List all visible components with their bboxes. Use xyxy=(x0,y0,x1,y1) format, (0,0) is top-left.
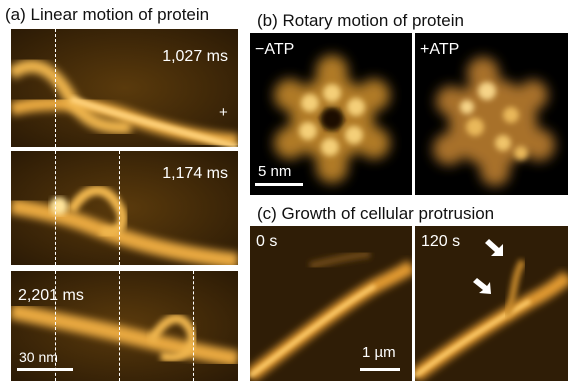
frame-2-time: 1,174 ms xyxy=(162,165,228,182)
scale-label-c: 1 µm xyxy=(362,344,396,361)
dashed-marker-line xyxy=(55,151,56,265)
frame-1-time: 1,027 ms xyxy=(162,48,228,65)
frame-2-image: 1,174 ms xyxy=(11,151,238,265)
frame-3-texture xyxy=(11,271,238,381)
scale-label-b: 5 nm xyxy=(258,163,292,180)
scale-bar-c xyxy=(360,368,400,371)
plus-atp-label: +ATP xyxy=(420,41,460,58)
plus-atp-image: +ATP xyxy=(415,33,568,195)
frame-1-texture xyxy=(11,29,238,147)
cell-0s-image: 0 s 1 µm xyxy=(250,226,412,381)
section-a-title: (a) Linear motion of protein xyxy=(5,5,210,24)
dashed-marker-line xyxy=(55,271,56,381)
cell-120s-image: 120 s xyxy=(415,226,568,381)
section-c-title: (c) Growth of cellular protrusion xyxy=(257,204,495,223)
minus-atp-label: −ATP xyxy=(255,41,295,58)
dashed-marker-line xyxy=(193,271,194,381)
arrow-icon xyxy=(473,278,491,294)
cell-120s-texture xyxy=(415,226,568,381)
frame-1-image: 1,027 ms + xyxy=(11,29,238,147)
scale-bar-b xyxy=(255,183,303,186)
scale-bar-a xyxy=(17,368,73,371)
minus-atp-texture xyxy=(274,55,390,183)
minus-atp-image: −ATP 5 nm xyxy=(250,33,412,195)
plus-atp-texture xyxy=(433,57,555,186)
cell-0s-texture xyxy=(250,226,412,381)
dashed-marker-line xyxy=(119,151,120,265)
frame-3-image: 2,201 ms 30 nm xyxy=(11,271,238,381)
time-0s-label: 0 s xyxy=(256,233,278,250)
frame-3-time: 2,201 ms xyxy=(18,287,84,304)
frame-2-texture xyxy=(11,151,238,265)
section-b-title: (b) Rotary motion of protein xyxy=(257,11,464,30)
plus-marker-icon: + xyxy=(219,104,228,121)
arrow-icon xyxy=(485,239,503,256)
dashed-marker-line xyxy=(119,271,120,381)
time-120s-label: 120 s xyxy=(421,233,461,250)
arrow-icons xyxy=(473,239,503,294)
dashed-marker-line xyxy=(55,29,56,147)
scale-label-a: 30 nm xyxy=(19,349,58,365)
